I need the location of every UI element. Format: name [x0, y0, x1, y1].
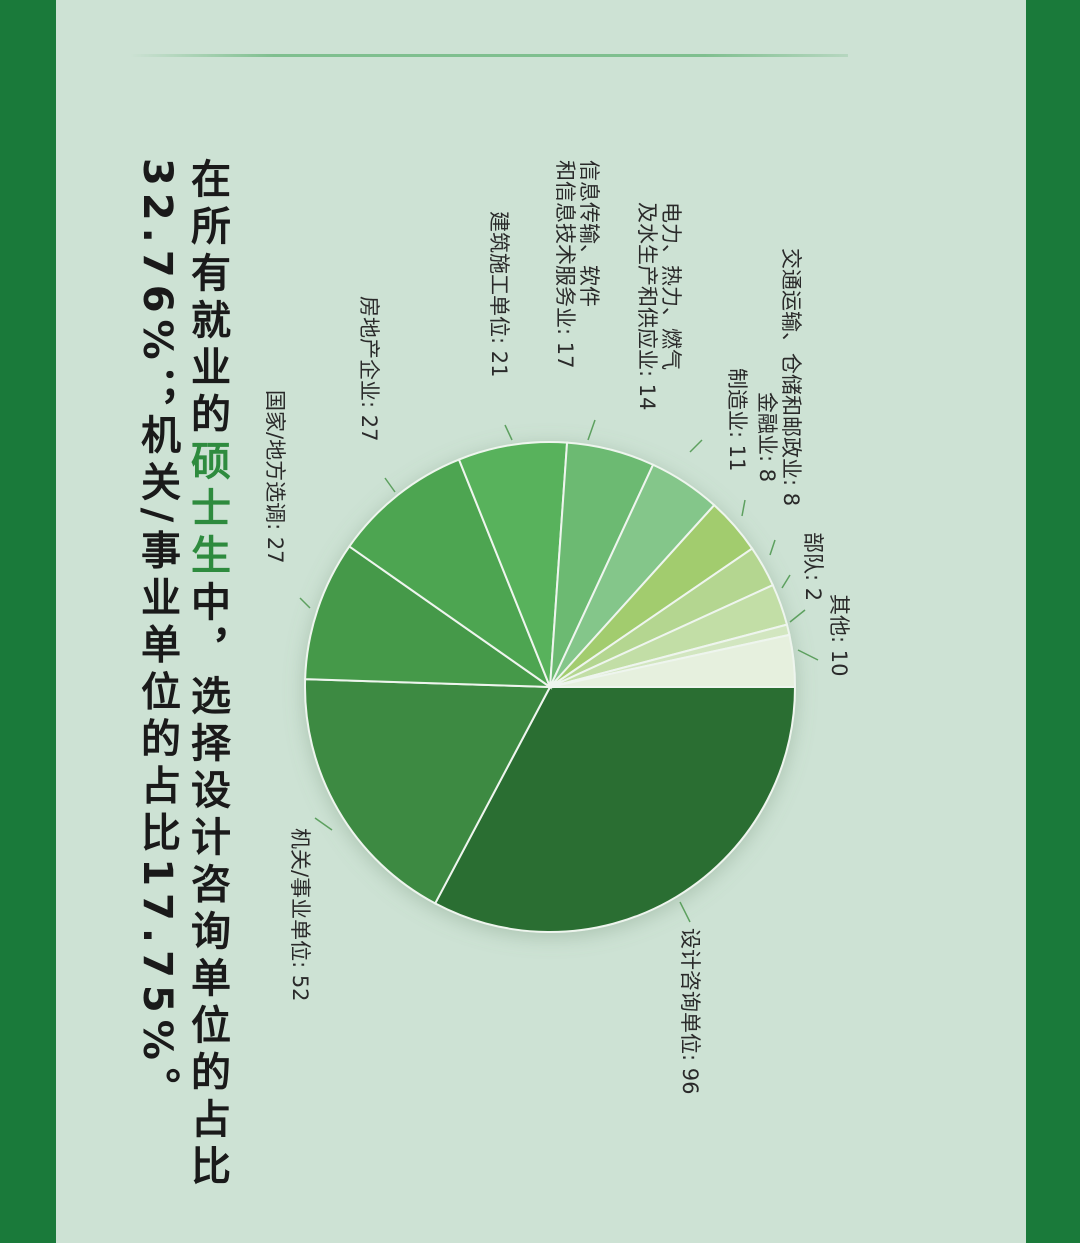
- slice-label-7: 电力、热力、燃气及水生产和供应业: 14: [635, 202, 683, 410]
- pie-slice-1: [433, 686, 797, 933]
- leader-line-3: [299, 597, 311, 609]
- leader-line-10: [781, 574, 791, 589]
- leader-line-4: [384, 477, 396, 493]
- slice-label-9: 金融业: 8: [755, 392, 779, 482]
- top-divider: [130, 54, 848, 57]
- caption-highlight: 硕士生: [184, 440, 230, 581]
- slice-label-5: 建筑施工单位: 21: [487, 211, 511, 377]
- caption-line-1-post: 中，选择设计咨询单位的占比: [184, 581, 230, 1192]
- pie-slice-2: [304, 678, 552, 905]
- slice-label-2: 机关/事业单位: 52: [288, 828, 312, 1002]
- leader-line-11: [789, 609, 806, 623]
- leader-line-5: [504, 424, 513, 441]
- leader-line-9: [769, 539, 776, 556]
- slice-label-3: 国家/地方选调: 27: [263, 390, 287, 564]
- pie-slice-5: [457, 441, 569, 688]
- slice-label-11: 部队: 2: [801, 532, 825, 601]
- pie-slice-4: [347, 458, 553, 690]
- slice-label-6: 信息传输、软件和信息技术服务业: 17: [553, 160, 601, 368]
- leader-line-8: [741, 499, 746, 517]
- leader-line-1: [679, 901, 691, 923]
- slice-label-12: 其他: 10: [827, 594, 851, 676]
- leader-line-6: [587, 419, 596, 441]
- pie-slice-12: [549, 633, 797, 688]
- slice-label-4: 房地产企业: 27: [357, 296, 381, 441]
- slice-label-1: 设计咨询单位: 96: [678, 928, 702, 1094]
- caption-line-1-pre: 在所有就业的: [184, 158, 230, 440]
- caption-line-2: 32.76%；机关/事业单位的占比17.75%。: [134, 158, 180, 1114]
- caption-line-1: 在所有就业的硕士生中，选择设计咨询单位的占比: [178, 158, 236, 1192]
- leader-line-12: [797, 649, 819, 661]
- leader-line-2: [314, 817, 333, 831]
- slice-label-10: 交通运输、仓储和邮政业: 8: [779, 248, 803, 506]
- pie-slice-3: [304, 545, 554, 689]
- leader-line-7: [689, 439, 703, 453]
- slice-label-8: 制造业: 11: [725, 368, 749, 471]
